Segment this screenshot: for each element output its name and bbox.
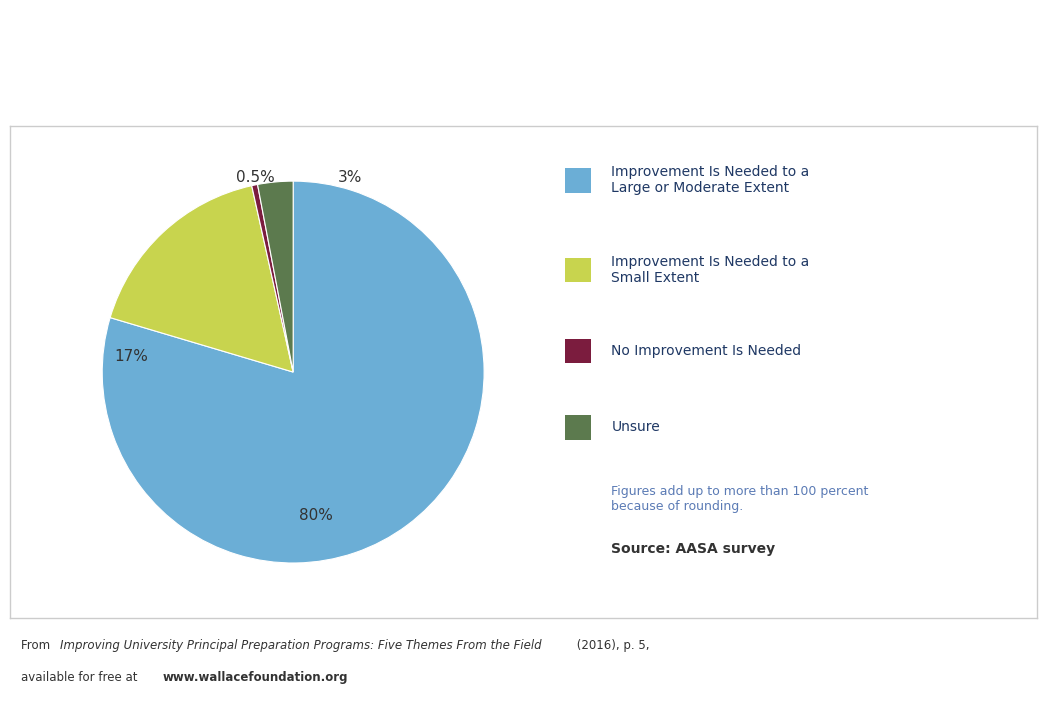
Text: 80%: 80%	[299, 508, 333, 523]
Text: 0.5%: 0.5%	[236, 170, 274, 185]
Text: available for free at: available for free at	[21, 671, 141, 684]
Text: Improvement Is Needed to a
Large or Moderate Extent: Improvement Is Needed to a Large or Mode…	[611, 165, 809, 195]
Text: Unsure: Unsure	[611, 420, 661, 435]
Text: No Improvement Is Needed: No Improvement Is Needed	[611, 344, 802, 358]
FancyBboxPatch shape	[565, 258, 591, 282]
FancyBboxPatch shape	[565, 338, 591, 364]
Text: 3%: 3%	[338, 170, 362, 185]
Text: 17%: 17%	[114, 350, 148, 364]
Text: Improvement Is Needed to a
Small Extent: Improvement Is Needed to a Small Extent	[611, 255, 809, 285]
Text: (2016), p. 5,: (2016), p. 5,	[573, 640, 649, 652]
Wedge shape	[258, 181, 293, 372]
Text: Figures add up to more than 100 percent
because of rounding.: Figures add up to more than 100 percent …	[611, 485, 869, 513]
Wedge shape	[103, 181, 484, 563]
FancyBboxPatch shape	[565, 168, 591, 192]
Text: From: From	[21, 640, 53, 652]
Text: IMPROVEMENT IS NEEDED: IMPROVEMENT IS NEEDED	[31, 86, 378, 110]
Wedge shape	[110, 185, 293, 372]
FancyBboxPatch shape	[565, 415, 591, 439]
Text: Improving University Principal Preparation Programs: Five Themes From the Field: Improving University Principal Preparati…	[60, 640, 541, 652]
Text: SUPERINTENDENTS AGREE PRINCIPAL PREPARATION: SUPERINTENDENTS AGREE PRINCIPAL PREPARAT…	[31, 32, 725, 56]
Text: www.wallacefoundation.org: www.wallacefoundation.org	[162, 671, 348, 684]
Text: Source: AASA survey: Source: AASA survey	[611, 542, 776, 556]
Wedge shape	[251, 185, 293, 372]
